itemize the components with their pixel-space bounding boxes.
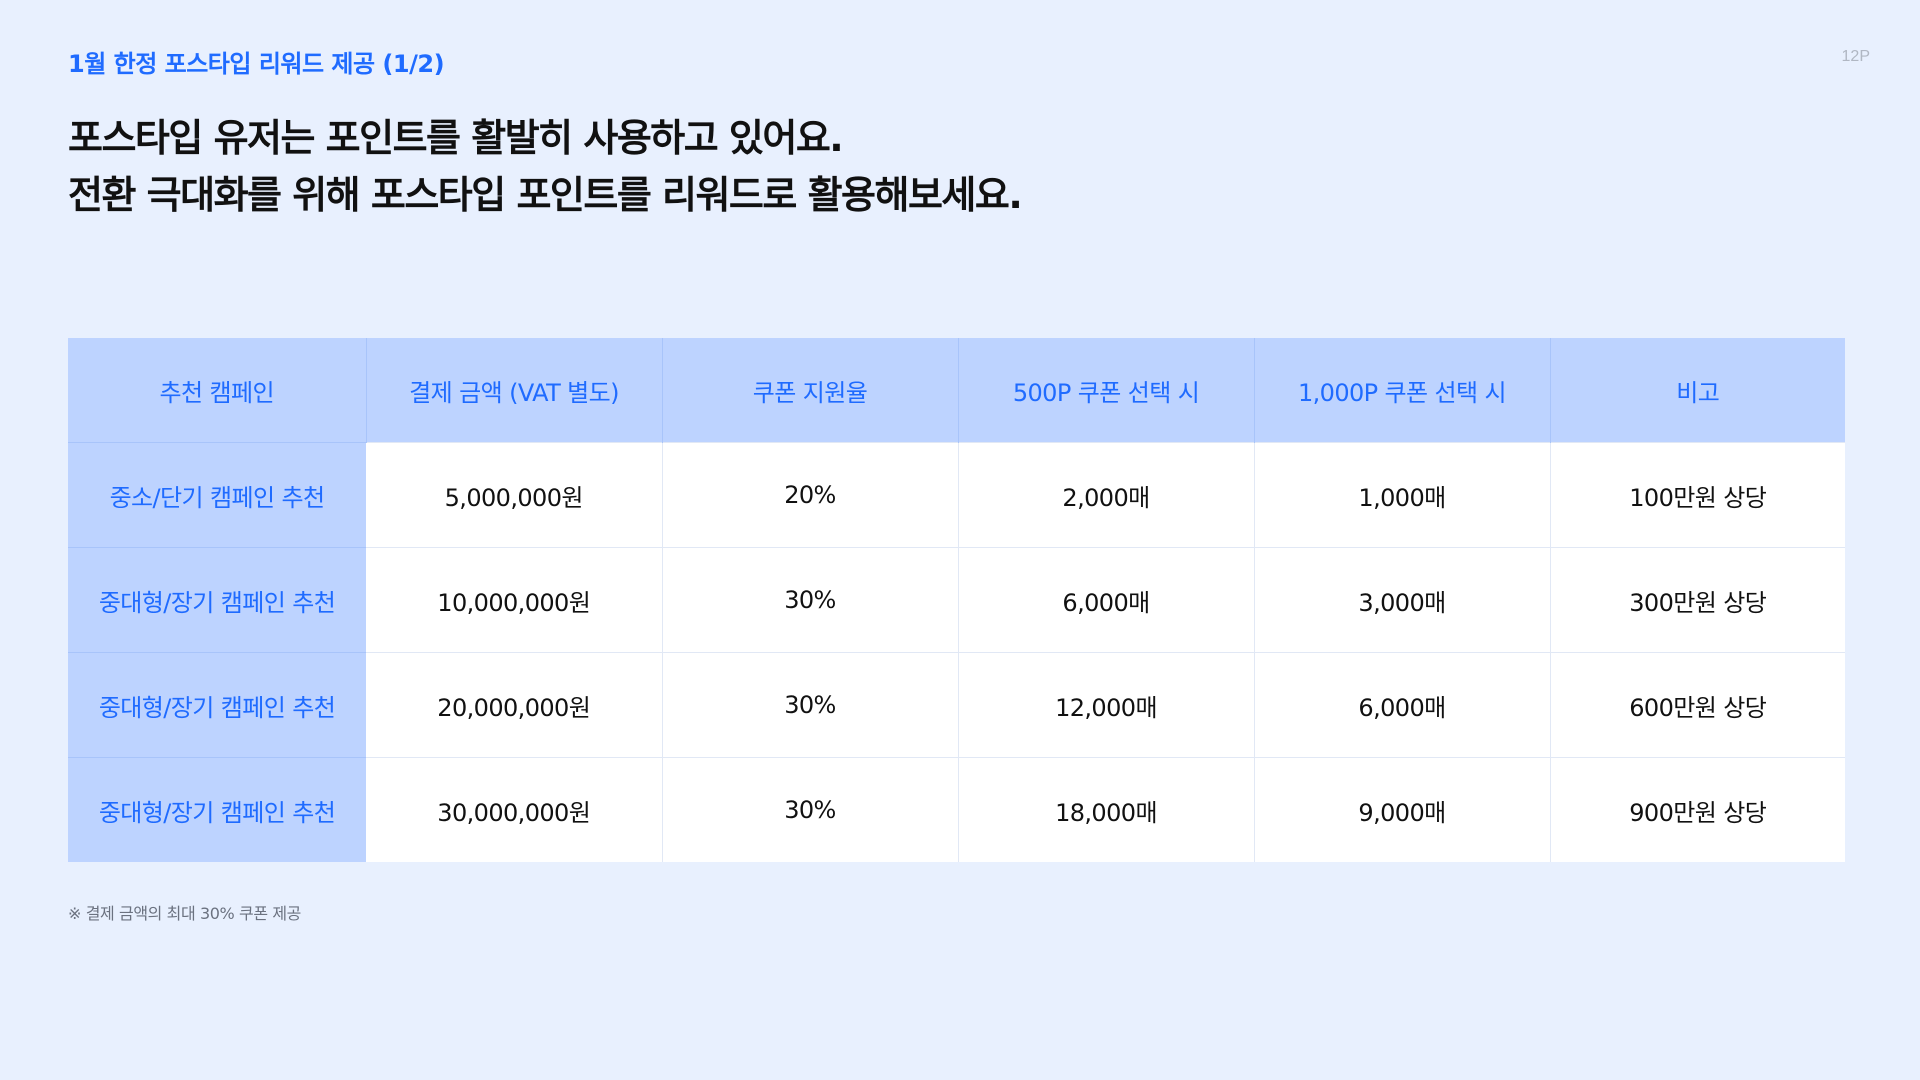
headline-line-1: 포스타입 유저는 포인트를 활발히 사용하고 있어요. <box>68 116 844 160</box>
headline-line-2: 전환 극대화를 위해 포스타입 포인트를 리워드로 활용해보세요. <box>68 173 1023 217</box>
cell-amount: 10,000,000원 <box>366 547 662 653</box>
cell-coupon-500: 12,000매 <box>957 652 1254 758</box>
campaign-reward-table: 추천 캠페인 결제 금액 (VAT 별도) 쿠폰 지원율 500P 쿠폰 선택 … <box>68 338 1845 862</box>
column-header-coupon-500: 500P 쿠폰 선택 시 <box>957 338 1254 443</box>
headline: 포스타입 유저는 포인트를 활발히 사용하고 있어요. 전환 극대화를 위해 포… <box>68 110 1023 224</box>
page-number: 12P <box>1841 48 1870 65</box>
table-header-row: 추천 캠페인 결제 금액 (VAT 별도) 쿠폰 지원율 500P 쿠폰 선택 … <box>68 338 1845 443</box>
cell-note: 900만원 상당 <box>1549 757 1845 862</box>
cell-rate: 30% <box>661 547 958 653</box>
cell-rate: 30% <box>661 757 958 862</box>
row-header-campaign: 중대형/장기 캠페인 추천 <box>68 757 366 862</box>
row-header-campaign: 중대형/장기 캠페인 추천 <box>68 547 366 653</box>
cell-note: 100만원 상당 <box>1549 442 1845 548</box>
column-header-amount: 결제 금액 (VAT 별도) <box>365 338 662 443</box>
column-header-note: 비고 <box>1549 338 1845 443</box>
table-row: 중소/단기 캠페인 추천 5,000,000원 20% 2,000매 1,000… <box>68 442 1845 548</box>
cell-coupon-500: 18,000매 <box>957 757 1254 862</box>
cell-coupon-1000: 9,000매 <box>1253 757 1550 862</box>
footnote: ※ 결제 금액의 최대 30% 쿠폰 제공 <box>68 904 302 923</box>
section-label: 1월 한정 포스타입 리워드 제공 (1/2) <box>68 50 445 78</box>
cell-coupon-500: 6,000매 <box>957 547 1254 653</box>
cell-amount: 30,000,000원 <box>366 757 662 862</box>
cell-rate: 20% <box>661 442 958 548</box>
row-header-campaign: 중대형/장기 캠페인 추천 <box>68 652 366 758</box>
cell-coupon-1000: 3,000매 <box>1253 547 1550 653</box>
cell-amount: 5,000,000원 <box>366 442 662 548</box>
cell-coupon-500: 2,000매 <box>957 442 1254 548</box>
column-header-coupon-1000: 1,000P 쿠폰 선택 시 <box>1253 338 1550 443</box>
cell-coupon-1000: 1,000매 <box>1253 442 1550 548</box>
cell-note: 300만원 상당 <box>1549 547 1845 653</box>
row-header-campaign: 중소/단기 캠페인 추천 <box>68 442 366 548</box>
cell-note: 600만원 상당 <box>1549 652 1845 758</box>
table-row: 중대형/장기 캠페인 추천 10,000,000원 30% 6,000매 3,0… <box>68 547 1845 653</box>
table-row: 중대형/장기 캠페인 추천 20,000,000원 30% 12,000매 6,… <box>68 652 1845 758</box>
table-row: 중대형/장기 캠페인 추천 30,000,000원 30% 18,000매 9,… <box>68 757 1845 862</box>
cell-coupon-1000: 6,000매 <box>1253 652 1550 758</box>
cell-rate: 30% <box>661 652 958 758</box>
column-header-campaign: 추천 캠페인 <box>68 338 366 443</box>
column-header-rate: 쿠폰 지원율 <box>661 338 958 443</box>
cell-amount: 20,000,000원 <box>366 652 662 758</box>
